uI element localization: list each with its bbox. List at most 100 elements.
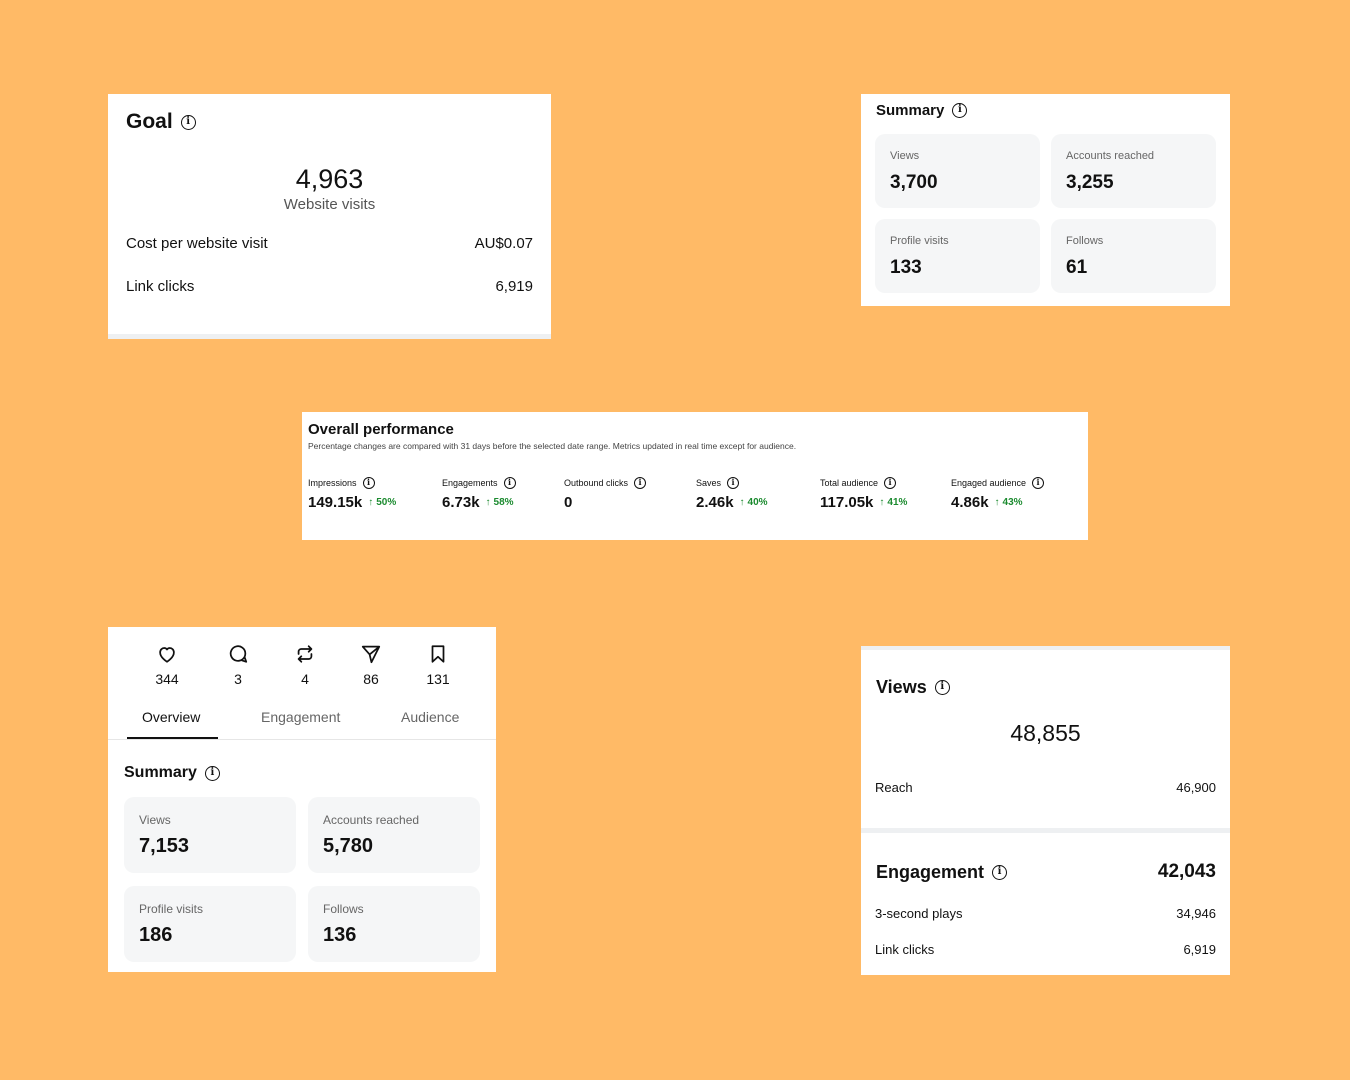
info-icon[interactable]: i <box>1032 477 1045 489</box>
stat-value: 344 <box>155 671 179 687</box>
overall-performance-card: Overall performance Percentage changes a… <box>302 412 1088 540</box>
views-title: Views <box>876 677 927 697</box>
metric-engagements: Engagements i 6.73k ↑ 58% <box>442 476 516 511</box>
info-icon[interactable]: i <box>362 477 375 489</box>
metric-value: 4.86k <box>951 494 989 511</box>
tile-label: Follows <box>1066 235 1104 247</box>
info-icon[interactable]: i <box>503 477 516 489</box>
metric-change: ↑ 58% <box>486 497 514 508</box>
tab-overview[interactable]: Overview <box>142 709 201 725</box>
row-value: 34,946 <box>1176 906 1216 921</box>
stat-saves[interactable]: 131 <box>408 643 468 687</box>
info-icon[interactable]: i <box>884 477 897 489</box>
tile-label: Views <box>890 150 920 162</box>
post-insights-card: 344 3 4 86 131 Overview Engagement Audie… <box>108 627 496 972</box>
stat-comments[interactable]: 3 <box>208 643 268 687</box>
bookmark-icon <box>431 645 445 663</box>
tab-divider <box>108 739 496 740</box>
info-icon[interactable]: i <box>952 103 968 118</box>
summary-tile-profile-visits[interactable]: Profile visits 133 <box>875 219 1040 293</box>
repost-icon <box>297 645 313 663</box>
tile-value: 3,255 <box>1066 172 1114 193</box>
tab-audience[interactable]: Audience <box>401 709 460 725</box>
metric-change-value: 43% <box>1002 497 1023 508</box>
info-icon[interactable]: i <box>180 114 196 130</box>
views-card: Views i 48,855 Reach 46,900 Engagement i… <box>861 646 1230 975</box>
summary-title: Summary <box>876 102 945 119</box>
metric-value: 117.05k <box>820 494 874 511</box>
metric-change-value: 50% <box>376 497 397 508</box>
engagement-title-row: Engagement i <box>876 862 1008 883</box>
tab-engagement[interactable]: Engagement <box>261 709 341 725</box>
tile-value: 186 <box>139 924 173 946</box>
divider <box>861 828 1230 833</box>
info-icon[interactable]: i <box>992 865 1008 880</box>
tile-label: Views <box>139 813 171 827</box>
metric-change: ↑ 50% <box>368 497 396 508</box>
views-value: 48,855 <box>1010 720 1081 746</box>
goal-row-link-clicks: Link clicks 6,919 <box>126 278 533 295</box>
info-icon[interactable]: i <box>934 680 950 695</box>
metric-change-value: 58% <box>493 497 514 508</box>
tile-value: 3,700 <box>890 172 938 193</box>
metric-label: Impressions <box>308 478 357 488</box>
engagement-row-3s-plays: 3-second plays 34,946 <box>875 906 1216 921</box>
tile-value: 133 <box>890 257 922 278</box>
goal-row-label: Cost per website visit <box>126 235 268 252</box>
tile-label: Follows <box>323 902 364 916</box>
info-icon[interactable]: i <box>204 765 220 781</box>
summary-tile-views[interactable]: Views 3,700 <box>875 134 1040 208</box>
share-icon <box>361 645 381 664</box>
active-tab-indicator <box>127 737 218 739</box>
engagement-value: 42,043 <box>1157 861 1216 882</box>
metric-outbound-clicks: Outbound clicks i 0 <box>564 476 647 511</box>
goal-title: Goal <box>126 110 173 133</box>
arrow-up-icon: ↑ <box>485 497 491 508</box>
metric-value: 2.46k <box>696 494 734 511</box>
tile-label: Profile visits <box>139 902 204 916</box>
stat-likes[interactable]: 344 <box>137 643 197 687</box>
stat-value: 131 <box>426 671 450 687</box>
summary-title-row: Summary i <box>876 102 968 119</box>
views-title-row: Views i <box>876 677 950 698</box>
goal-row-label: Link clicks <box>126 278 195 295</box>
metric-label: Engaged audience <box>951 478 1027 488</box>
metric-total-audience: Total audience i 117.05k ↑ 41% <box>820 476 907 511</box>
arrow-up-icon: ↑ <box>879 497 885 508</box>
stat-shares[interactable]: 86 <box>341 643 401 687</box>
summary-tile-follows[interactable]: Follows 61 <box>1051 219 1216 293</box>
comment-icon <box>229 645 248 663</box>
tile-label: Accounts reached <box>1066 150 1155 162</box>
stat-value: 86 <box>363 671 379 687</box>
info-icon[interactable]: i <box>727 477 740 489</box>
row-label: 3-second plays <box>875 906 963 921</box>
metric-engaged-audience: Engaged audience i 4.86k ↑ 43% <box>951 476 1045 511</box>
metric-label: Saves <box>696 478 722 488</box>
metric-label: Outbound clicks <box>564 478 629 488</box>
divider <box>861 646 1230 650</box>
goal-title-row: Goal i <box>126 110 196 134</box>
info-icon[interactable]: i <box>634 477 647 489</box>
summary-tile-accounts-reached[interactable]: Accounts reached 3,255 <box>1051 134 1216 208</box>
summary-tile-profile-visits[interactable]: Profile visits 186 <box>124 886 296 962</box>
row-value: 46,900 <box>1176 780 1216 795</box>
goal-value: 4,963 <box>295 164 364 194</box>
stat-value: 4 <box>301 671 309 687</box>
engagement-row-link-clicks: Link clicks 6,919 <box>875 942 1216 957</box>
heart-icon <box>159 647 175 663</box>
performance-subtitle: Percentage changes are compared with 31 … <box>308 441 797 451</box>
metric-label: Total audience <box>820 478 879 488</box>
summary-tile-views[interactable]: Views 7,153 <box>124 797 296 873</box>
stat-reposts[interactable]: 4 <box>275 643 335 687</box>
arrow-up-icon: ↑ <box>994 497 1000 508</box>
tile-value: 61 <box>1066 257 1088 278</box>
summary-title-row: Summary i <box>124 764 220 782</box>
row-value: 6,919 <box>1183 942 1216 957</box>
views-row-reach: Reach 46,900 <box>875 780 1216 795</box>
summary-tile-accounts-reached[interactable]: Accounts reached 5,780 <box>308 797 480 873</box>
metric-change-value: 40% <box>747 497 768 508</box>
summary-tile-follows[interactable]: Follows 136 <box>308 886 480 962</box>
metric-saves: Saves i 2.46k ↑ 40% <box>696 476 768 511</box>
stat-value: 3 <box>234 671 242 687</box>
tile-value: 7,153 <box>139 835 190 857</box>
